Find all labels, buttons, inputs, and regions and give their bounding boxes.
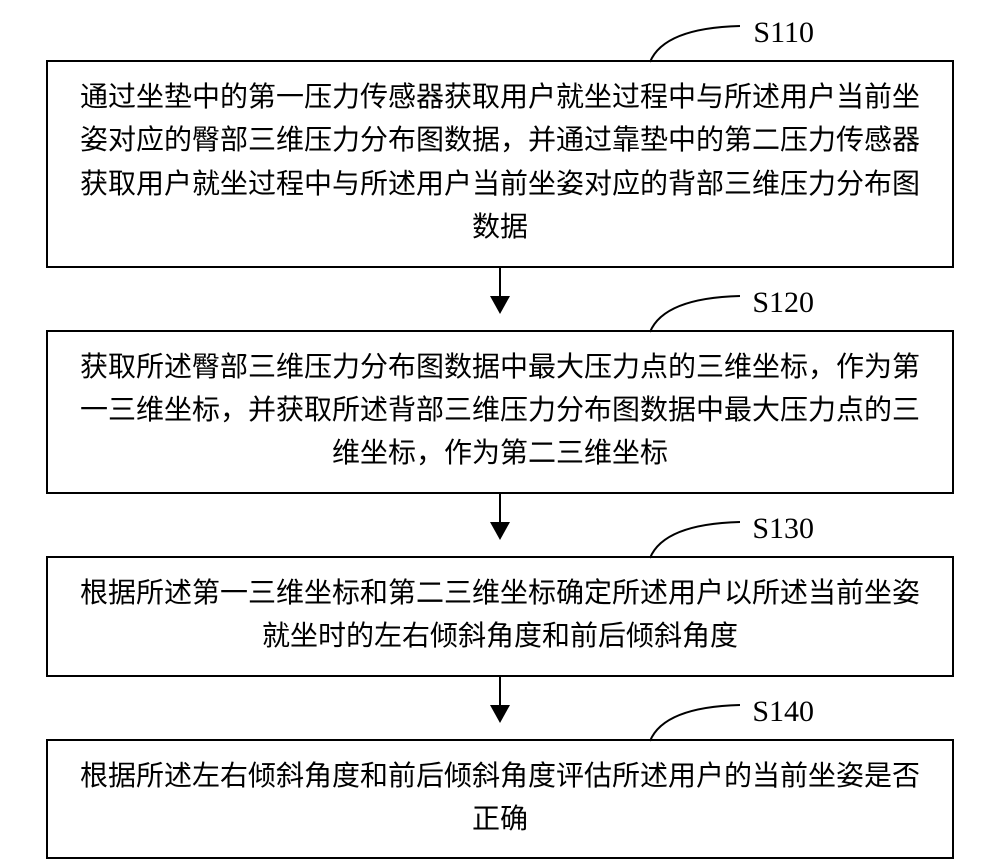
flow-arrow bbox=[499, 268, 501, 312]
step-s130: S130 根据所述第一三维坐标和第二三维坐标确定所述用户以所述当前坐姿就坐时的左… bbox=[46, 556, 954, 677]
step-box: 根据所述第一三维坐标和第二三维坐标确定所述用户以所述当前坐姿就坐时的左右倾斜角度… bbox=[46, 556, 954, 677]
step-label-block: S120 bbox=[644, 290, 804, 330]
label-connector-curve bbox=[644, 699, 744, 741]
step-label-block: S140 bbox=[644, 699, 804, 739]
step-box: 根据所述左右倾斜角度和前后倾斜角度评估所述用户的当前坐姿是否正确 bbox=[46, 739, 954, 859]
step-label: S140 bbox=[752, 695, 814, 729]
step-text: 根据所述左右倾斜角度和前后倾斜角度评估所述用户的当前坐姿是否正确 bbox=[70, 755, 930, 842]
label-connector-curve bbox=[644, 290, 744, 332]
step-box: 获取所述臀部三维压力分布图数据中最大压力点的三维坐标，作为第一三维坐标，并获取所… bbox=[46, 330, 954, 494]
flow-arrow bbox=[499, 677, 501, 721]
step-label: S130 bbox=[752, 512, 814, 546]
flow-arrow bbox=[499, 494, 501, 538]
flowchart-container: S110 通过坐垫中的第一压力传感器获取用户就坐过程中与所述用户当前坐姿对应的臀… bbox=[46, 20, 954, 859]
top-spacer bbox=[46, 20, 954, 60]
step-s120: S120 获取所述臀部三维压力分布图数据中最大压力点的三维坐标，作为第一三维坐标… bbox=[46, 330, 954, 494]
step-s110: S110 通过坐垫中的第一压力传感器获取用户就坐过程中与所述用户当前坐姿对应的臀… bbox=[46, 60, 954, 268]
step-text: 获取所述臀部三维压力分布图数据中最大压力点的三维坐标，作为第一三维坐标，并获取所… bbox=[70, 346, 930, 476]
label-connector-curve bbox=[644, 516, 744, 558]
step-label-block: S130 bbox=[644, 516, 804, 556]
step-text: 根据所述第一三维坐标和第二三维坐标确定所述用户以所述当前坐姿就坐时的左右倾斜角度… bbox=[70, 572, 930, 659]
step-label: S120 bbox=[752, 286, 814, 320]
step-s140: S140 根据所述左右倾斜角度和前后倾斜角度评估所述用户的当前坐姿是否正确 bbox=[46, 739, 954, 859]
step-box: 通过坐垫中的第一压力传感器获取用户就坐过程中与所述用户当前坐姿对应的臀部三维压力… bbox=[46, 60, 954, 268]
step-text: 通过坐垫中的第一压力传感器获取用户就坐过程中与所述用户当前坐姿对应的臀部三维压力… bbox=[70, 76, 930, 250]
